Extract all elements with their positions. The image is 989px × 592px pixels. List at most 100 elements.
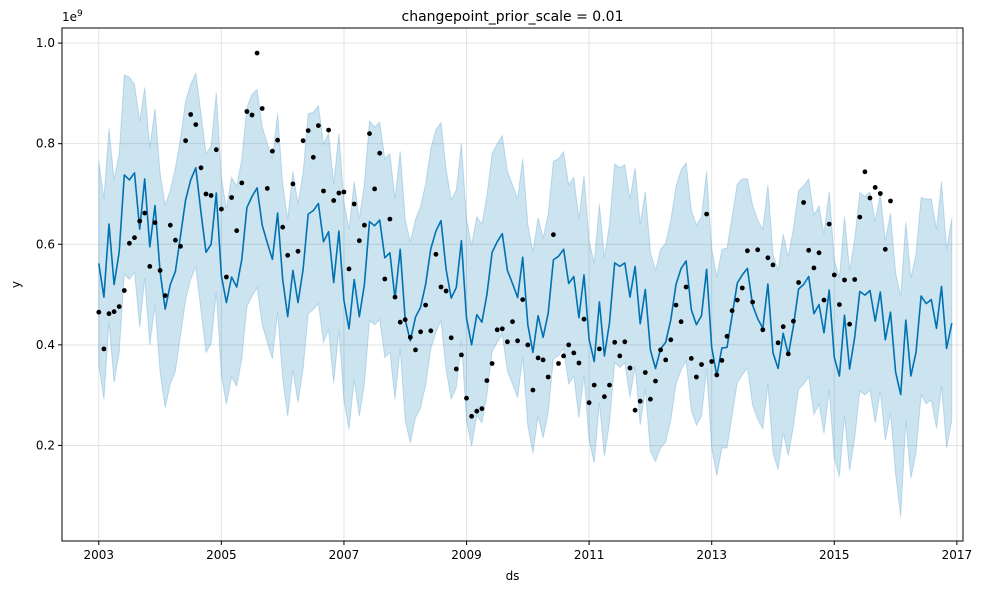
observed-point: [816, 250, 822, 256]
observed-point: [362, 222, 367, 228]
observed-point: [571, 350, 577, 356]
observed-point: [540, 357, 546, 363]
observed-point: [453, 366, 459, 372]
observed-point: [346, 266, 352, 272]
observed-point: [116, 304, 122, 309]
observed-point: [132, 235, 137, 241]
observed-point: [678, 319, 684, 325]
x-axis-label: ds: [506, 569, 520, 583]
observed-point: [811, 265, 817, 271]
observed-point: [336, 190, 342, 196]
forecast-line-group: [98, 167, 953, 396]
observed-point: [367, 131, 372, 137]
observed-point: [847, 321, 852, 327]
observed-point: [479, 406, 485, 412]
observed-point: [121, 288, 127, 293]
observed-point: [147, 264, 153, 269]
observed-point: [862, 169, 868, 175]
observed-point: [806, 247, 812, 253]
observed-point: [719, 358, 725, 363]
observed-point: [831, 272, 837, 278]
grid-lines: [62, 28, 963, 541]
observed-point: [469, 413, 474, 419]
observed-point: [724, 333, 730, 339]
observed-point: [489, 361, 495, 366]
observed-point: [581, 316, 587, 322]
observed-point: [244, 109, 250, 114]
observed-point: [837, 302, 842, 307]
observed-point: [535, 355, 541, 361]
x-axis: 2003 2005 2007 2009 2011 2013 2015 2017: [84, 541, 973, 562]
observed-point: [407, 334, 413, 340]
observed-point: [852, 277, 858, 282]
observed-point: [755, 247, 761, 253]
observed-point: [760, 327, 766, 333]
observed-point: [648, 396, 653, 402]
plot-frame: [61, 27, 964, 542]
observed-point: [530, 387, 536, 393]
observed-point: [750, 299, 755, 305]
x-tick-label: 2013: [696, 548, 727, 562]
observed-point: [203, 191, 209, 197]
observed-point: [882, 246, 888, 252]
observed-point: [765, 255, 771, 261]
observed-point: [658, 347, 663, 353]
observed-point: [157, 268, 163, 273]
observed-point: [111, 309, 117, 315]
observed-point: [842, 277, 847, 283]
observed-point: [709, 359, 715, 364]
y-tick-label: 0.4: [36, 338, 55, 352]
observed-point: [326, 127, 331, 133]
observed-point: [316, 123, 321, 128]
observed-point: [642, 370, 648, 375]
observed-point: [239, 180, 245, 186]
observed-point: [213, 147, 219, 153]
observed-point: [290, 181, 296, 187]
observed-point: [137, 218, 143, 224]
observed-point: [280, 224, 286, 230]
observed-point: [229, 195, 235, 200]
observed-point: [198, 165, 204, 171]
observed-point: [683, 284, 689, 290]
observed-point: [586, 400, 592, 406]
observed-point: [295, 248, 301, 254]
observed-point: [152, 220, 158, 226]
observed-point: [392, 294, 398, 300]
x-tick-label: 2017: [942, 548, 973, 562]
observed-point: [785, 351, 791, 357]
observed-point: [259, 106, 265, 111]
observed-point: [663, 357, 669, 363]
observed-point: [510, 319, 515, 325]
observed-point: [173, 237, 178, 243]
observed-point: [867, 195, 873, 201]
observed-point: [597, 346, 602, 352]
observed-point: [234, 228, 240, 234]
y-tick-label: 0.8: [36, 137, 55, 151]
observed-point: [428, 328, 434, 334]
observed-point: [821, 297, 827, 303]
chart-title: changepoint_prior_scale = 0.01: [402, 9, 624, 25]
observed-point: [305, 128, 311, 134]
observed-point: [126, 240, 132, 246]
observed-point: [464, 395, 469, 401]
y-tick-label: 0.2: [36, 438, 55, 452]
observed-point: [576, 360, 582, 366]
observed-point: [474, 408, 480, 414]
observed-point: [438, 284, 444, 290]
observed-point: [612, 339, 618, 345]
observed-point: [264, 186, 270, 191]
x-tick-label: 2011: [574, 548, 605, 562]
observed-point: [418, 329, 423, 335]
y-tick-label: 1.0: [36, 36, 55, 50]
observed-point: [734, 297, 740, 303]
observed-point: [448, 335, 454, 341]
observed-point: [877, 191, 883, 196]
observed-point: [285, 252, 291, 258]
y-axis-label: y: [9, 281, 23, 288]
observed-point: [459, 352, 464, 358]
observed-point: [178, 243, 183, 249]
observed-point: [668, 337, 674, 343]
observed-point: [499, 326, 505, 332]
observed-point: [208, 193, 214, 198]
observed-point: [801, 200, 806, 205]
